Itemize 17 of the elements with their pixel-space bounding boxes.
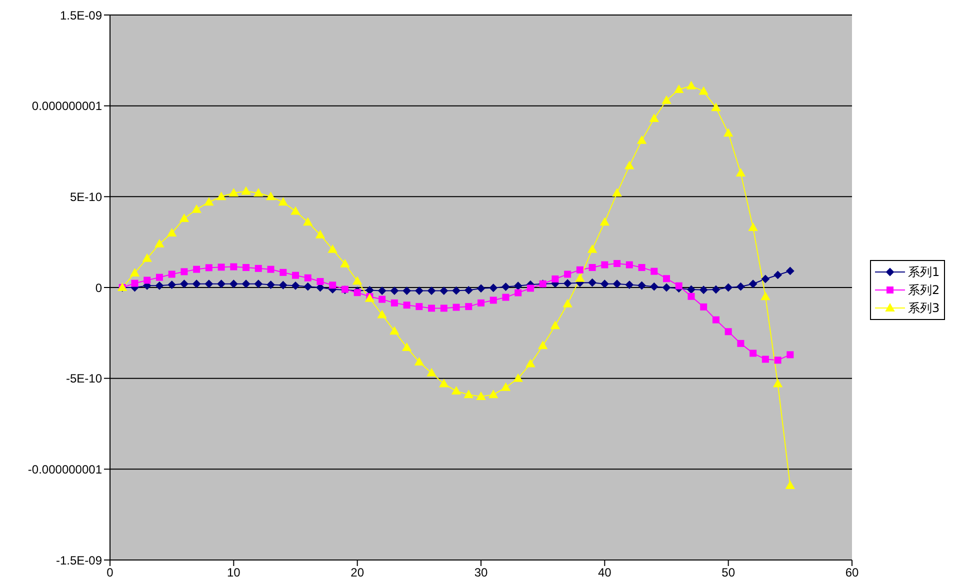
y-tick-label: 0 [95, 280, 102, 295]
y-tick-label: -0.000000001 [28, 462, 102, 476]
x-tick-label: 40 [598, 566, 612, 580]
x-tick-label: 60 [845, 566, 859, 580]
y-tick-label: -5E-10 [66, 372, 102, 386]
y-tick-label: 0.000000001 [32, 99, 102, 114]
legend-label: 系列1 [908, 264, 940, 280]
legend-label: 系列2 [908, 282, 940, 298]
y-tick-label: -1.5E-09 [56, 553, 102, 568]
y-tick-label: 1.5E-09 [60, 8, 102, 22]
y-tick-label: 5E-10 [70, 190, 102, 204]
x-tick-label: 30 [474, 566, 488, 580]
x-tick-label: 50 [722, 566, 736, 580]
x-tick-label: 20 [350, 566, 364, 580]
x-tick-label: 10 [226, 566, 241, 580]
x-tick-label: 0 [106, 566, 114, 580]
legend-label: 系列3 [908, 300, 940, 316]
